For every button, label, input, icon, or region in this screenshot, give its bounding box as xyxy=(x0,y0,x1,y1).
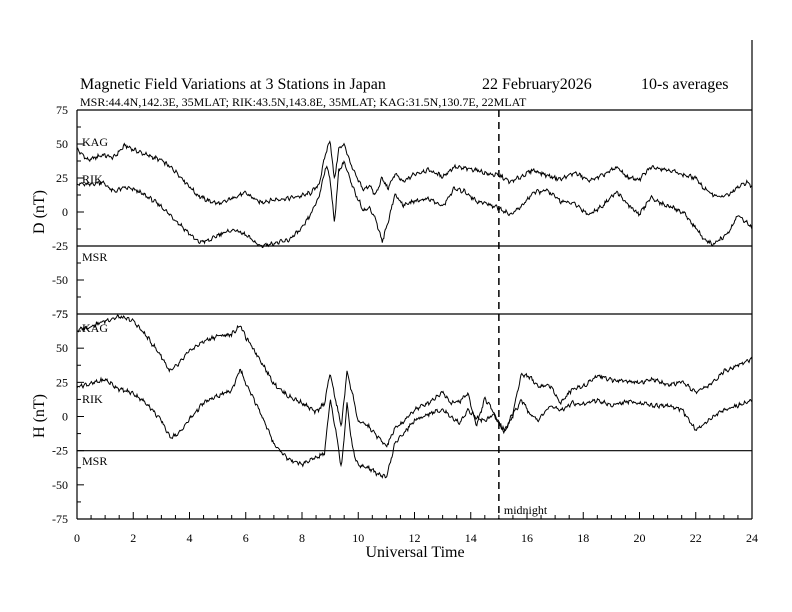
midnight-label: midnight xyxy=(504,503,548,517)
x-tick-label: 6 xyxy=(243,531,249,545)
chart-subtitle: MSR:44.4N,142.3E, 35MLAT; RIK:43.5N,143.… xyxy=(80,95,527,109)
x-tick-label: 24 xyxy=(746,531,758,545)
h-msr-label: MSR xyxy=(82,454,107,468)
d-rik-line xyxy=(76,160,753,249)
x-tick-label: 2 xyxy=(130,531,136,545)
x-tick-label: 18 xyxy=(577,531,589,545)
y-tick-label: 75 xyxy=(56,307,68,321)
chart-date: 22 February2026 xyxy=(482,76,592,93)
y-tick-label: -50 xyxy=(52,478,68,492)
y-tick-label: 50 xyxy=(56,137,68,151)
plot-frame xyxy=(76,40,753,520)
d-kag-label: KAG xyxy=(82,135,108,149)
y-tick-label: -25 xyxy=(52,239,68,253)
y-tick-label: -25 xyxy=(52,444,68,458)
y-tick-label: 25 xyxy=(56,171,68,185)
h-rik-line xyxy=(76,368,753,479)
d-rik-label: RIK xyxy=(82,172,103,186)
x-tick-label: 14 xyxy=(465,531,477,545)
y-tick-label: 0 xyxy=(62,205,68,219)
d-kag-line xyxy=(76,140,753,206)
x-tick-label: 8 xyxy=(299,531,305,545)
y-tick-label: 75 xyxy=(56,103,68,117)
axis-ticks: 0 2 4 6 8 10 12 14 16 18 20 22 247550250-25-50-75755… xyxy=(52,103,758,545)
y-tick-label: -50 xyxy=(52,273,68,287)
y-tick-label: 25 xyxy=(56,375,68,389)
x-tick-label: 12 xyxy=(409,531,421,545)
y-tick-label: 0 xyxy=(62,410,68,424)
h-kag-line xyxy=(76,314,753,448)
d-msr-label: MSR xyxy=(82,250,107,264)
x-tick-label: 10 xyxy=(352,531,364,545)
x-tick-label: 20 xyxy=(634,531,646,545)
h-kag-label: KAG xyxy=(82,321,108,335)
x-tick-label: 16 xyxy=(521,531,533,545)
x-tick-label: 4 xyxy=(187,531,193,545)
d-axis-label: D (nT) xyxy=(31,190,48,234)
x-tick-label: 0 xyxy=(74,531,80,545)
chart-title: Magnetic Field Variations at 3 Stations … xyxy=(80,76,386,93)
y-tick-label: -75 xyxy=(52,307,68,321)
h-rik-label: RIK xyxy=(82,392,103,406)
chart-averaging: 10-s averages xyxy=(641,76,729,93)
x-tick-label: 22 xyxy=(690,531,702,545)
h-axis-label: H (nT) xyxy=(31,394,48,438)
y-tick-label: -75 xyxy=(52,512,68,526)
x-axis-label: Universal Time xyxy=(365,544,464,561)
y-tick-label: 50 xyxy=(56,341,68,355)
